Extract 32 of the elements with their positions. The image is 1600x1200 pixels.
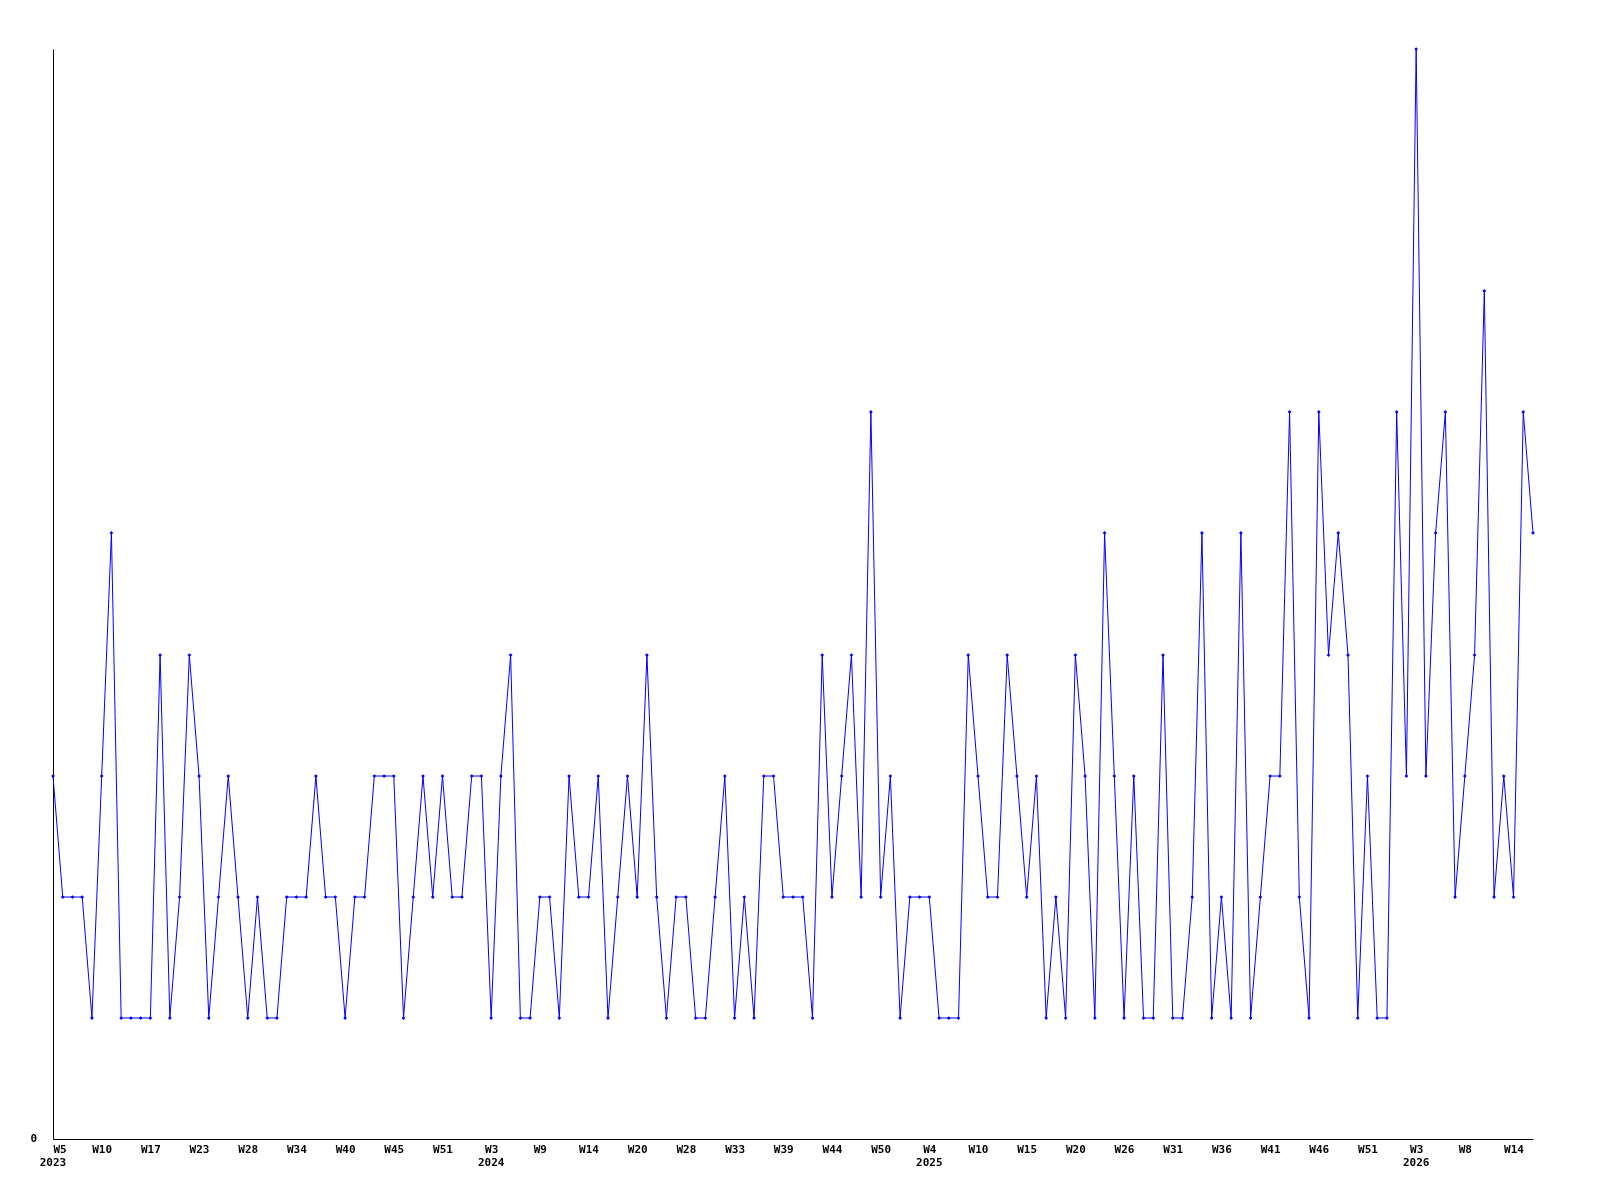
x-tick-label: W50	[871, 1142, 892, 1156]
x-tick-label: W14	[579, 1142, 600, 1156]
x-tick-label: W33	[725, 1142, 746, 1156]
category-label: W3 2024	[477, 1142, 505, 1169]
x-tick-label: W14	[1504, 1142, 1525, 1156]
x-tick-label: W36	[1211, 1142, 1233, 1156]
x-tick-label: W34	[286, 1142, 308, 1156]
x-tick-label: W15	[1017, 1142, 1038, 1156]
x-tick-label: W8	[1458, 1142, 1472, 1156]
x-tick-label: W17	[140, 1142, 161, 1156]
x-tick-label: W9	[533, 1142, 547, 1156]
x-tick-label: W46	[1309, 1142, 1330, 1156]
x-tick-label: W23	[189, 1142, 210, 1156]
x-tick-label: W28	[676, 1142, 697, 1156]
x-tick-label: W45	[384, 1142, 405, 1156]
x-tick-label: W20	[627, 1142, 648, 1156]
x-tick-label: W10	[968, 1142, 989, 1156]
x-tick-label: W51	[433, 1142, 454, 1156]
x-tick-label: W51	[1358, 1142, 1379, 1156]
text: 0	[30, 1132, 37, 1145]
category-label: W4 2025	[916, 1142, 943, 1169]
x-tick-label: W28	[238, 1142, 259, 1156]
x-tick-label: W41	[1260, 1142, 1281, 1156]
x-tick-label: W10	[92, 1142, 113, 1156]
category-label: W3 2026	[1402, 1142, 1430, 1169]
x-tick-label: W40	[335, 1142, 356, 1156]
x-tick-label: W39	[773, 1142, 794, 1156]
x-tick-label: W31	[1163, 1142, 1184, 1156]
x-tick-label: W20	[1065, 1142, 1086, 1156]
category-label: W5 2023	[39, 1142, 67, 1169]
x-tick-label: W44	[822, 1142, 843, 1156]
x-tick-label: W26	[1114, 1142, 1135, 1156]
